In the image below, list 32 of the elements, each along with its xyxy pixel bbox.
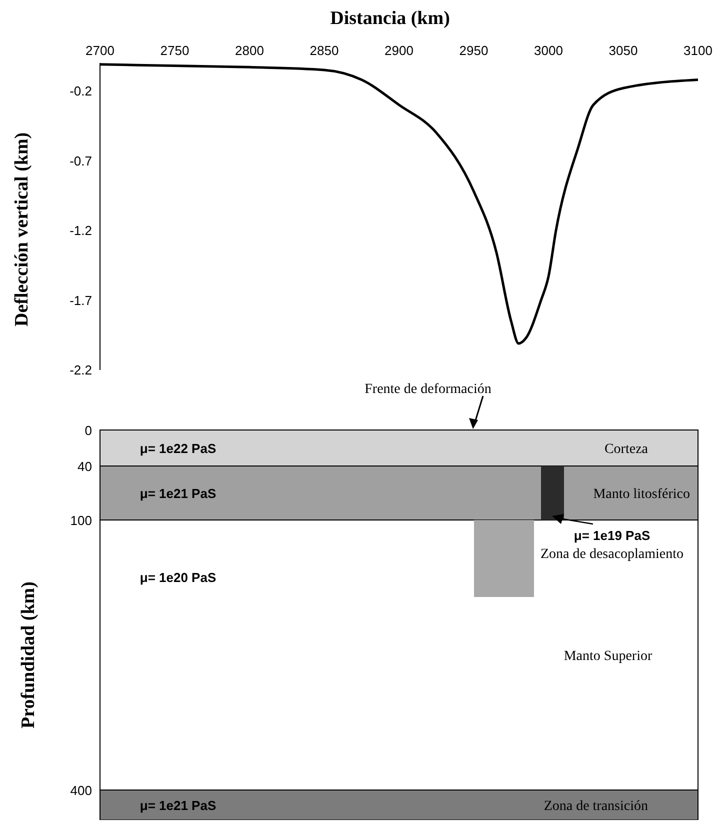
x-tick-label: 3000 [534,43,563,58]
x-axis-title: Distancia (km) [329,8,451,30]
x-tick-label: 2900 [384,43,414,58]
y-tick-label: -2.2 [70,362,92,378]
text: Zona de desacoplamiento [540,547,684,562]
text: Manto litosférico [593,487,690,502]
text: Manto Superior [564,649,652,664]
y-tick-label: -0.7 [70,153,92,168]
y-axis-title: Deflección vertical (km) [12,132,33,326]
text: μ= 1e21 PaS [140,486,216,501]
text: 400 [70,783,92,798]
text: Frente de deformación [364,382,492,397]
text: μ= 1e20 PaS [140,570,216,585]
text: μ= 1e19 PaS [574,528,650,543]
x-tick-label: 2700 [86,43,114,58]
x-tick-label: 3100 [684,43,712,58]
text: Corteza [604,442,649,457]
text: 40 [78,459,92,474]
x-tick-label: 2800 [235,43,264,58]
x-tick-label: 2750 [160,43,190,58]
text: 0 [84,423,92,438]
x-tick-label: 2950 [459,43,488,58]
y-tick-label: -1.7 [70,292,92,308]
x-tick-label: 3050 [608,43,638,58]
y-tick-label: -1.2 [70,223,92,238]
text: Zona de transición [544,799,648,814]
text: 100 [70,513,92,528]
text: μ= 1e22 PaS [140,441,216,456]
text: μ= 1e21 PaS [140,798,216,813]
y-tick-label: -0.2 [70,84,92,99]
text: Profundidad (km) [18,582,39,728]
x-tick-label: 2850 [310,43,339,58]
